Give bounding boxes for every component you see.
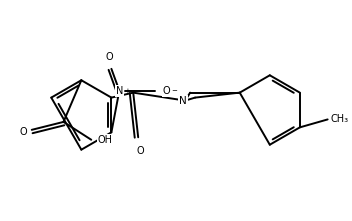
Text: N: N bbox=[179, 95, 187, 106]
Text: O: O bbox=[106, 52, 113, 62]
Text: O: O bbox=[136, 146, 144, 156]
Text: O: O bbox=[20, 127, 27, 137]
Text: −: − bbox=[171, 88, 177, 94]
Text: N: N bbox=[116, 86, 123, 96]
Text: O: O bbox=[163, 86, 171, 96]
Text: +: + bbox=[124, 88, 130, 94]
Text: OH: OH bbox=[98, 135, 113, 145]
Text: CH₃: CH₃ bbox=[331, 114, 349, 124]
